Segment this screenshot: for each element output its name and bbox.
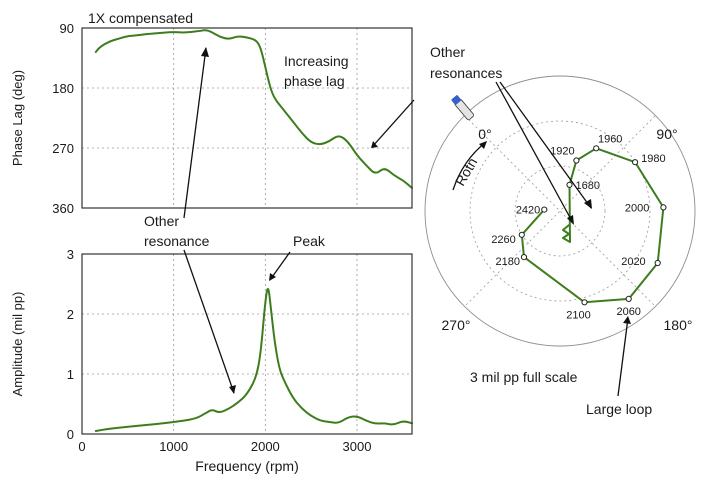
polar-angle-label: 0° — [478, 126, 491, 142]
other-resonance-lower-arrowhead — [229, 385, 236, 394]
polar-ring-2 — [469, 120, 651, 302]
increasing-phase-lag-annotation-line2: phase lag — [284, 73, 345, 89]
polar-point-2180 — [520, 254, 528, 261]
polar-plot-panel: 0° 90° 180° 270° 1680 1920 1960 1980 2000 2020 20… — [424, 44, 696, 417]
polar-point-label-1980: 1980 — [641, 153, 665, 165]
amplitude-y-tick-label: 2 — [67, 307, 74, 322]
increasing-phase-lag-arrowhead — [371, 141, 378, 148]
phase-y-ticks: 90 180 270 360 — [52, 21, 74, 216]
polar-point-1980 — [632, 159, 639, 166]
amplitude-x-ticks: 0 1000 2000 3000 — [78, 439, 371, 454]
polar-point-label-2020: 2020 — [621, 256, 645, 268]
polar-point-label-1920: 1920 — [550, 146, 574, 158]
phase-y-tick-label: 180 — [52, 81, 74, 96]
polar-response-line — [520, 147, 665, 304]
polar-response-points: 1680 1920 1960 1980 2000 2020 2060 2100 2180 2260… — [491, 133, 667, 321]
rotation-arrowhead — [479, 141, 487, 149]
phase-y-axis-label: Phase Lag (deg) — [10, 70, 25, 166]
polar-point-1920 — [573, 157, 580, 164]
polar-point-label-2420: 2420 — [516, 205, 540, 217]
amplitude-x-tick-label: 1000 — [159, 439, 188, 454]
polar-point-label-2260: 2260 — [491, 234, 515, 246]
polar-outer-circle — [424, 75, 696, 347]
polar-point-2000 — [660, 204, 667, 211]
polar-angle-labels: 0° 90° 180° 270° — [442, 126, 693, 333]
polar-angle-label: 270° — [442, 317, 471, 333]
other-resonances-annotation-line2: resonances — [430, 65, 502, 81]
polar-point-2420 — [541, 206, 548, 213]
increasing-phase-lag-arrow — [371, 99, 415, 148]
polar-point-label-2100: 2100 — [566, 309, 590, 321]
amplitude-gridlines — [82, 254, 412, 434]
amplitude-y-tick-label: 3 — [67, 247, 74, 262]
phase-plot-frame — [81, 27, 413, 209]
large-loop-arrow — [617, 317, 629, 397]
phase-gridlines — [82, 28, 412, 208]
amplitude-panel: 0 1000 2000 3000 0 1 2 3 Amplitude (mil pp) Fr… — [10, 233, 413, 474]
other-resonances-arrow-a — [495, 81, 574, 224]
other-resonance-upper-arrowhead — [201, 47, 209, 57]
peak-annotation: Peak — [293, 233, 326, 249]
phase-y-tick-label: 270 — [52, 141, 74, 156]
other-resonance-annotation-line1: Other — [144, 213, 179, 229]
phase-y-tick-label: 360 — [52, 201, 74, 216]
amplitude-x-tick-label: 3000 — [343, 439, 372, 454]
amplitude-y-tick-label: 0 — [67, 427, 74, 442]
phase-y-tick-label: 90 — [60, 21, 74, 36]
polar-point-label-2180: 2180 — [496, 256, 520, 268]
other-resonances-arrow-b — [499, 81, 592, 209]
peak-arrowhead — [269, 273, 276, 281]
other-resonances-arrowhead-a — [567, 215, 574, 225]
frequency-x-axis-label: Frequency (rpm) — [195, 458, 298, 474]
polar-point-label-1680: 1680 — [576, 180, 600, 192]
phase-series-label: 1X compensated — [88, 10, 193, 26]
other-resonance-annotation-line2: resonance — [144, 233, 210, 249]
phase-lag-series-line — [94, 29, 413, 189]
phase-lag-panel: 90 180 270 360 Phase Lag (deg) 1X compensat… — [10, 10, 415, 249]
other-resonance-upper-arrow — [183, 47, 207, 219]
other-resonance-lower-arrow — [183, 249, 235, 394]
amplitude-y-ticks: 0 1 2 3 — [67, 247, 74, 442]
amplitude-y-axis-label: Amplitude (mil pp) — [10, 292, 25, 397]
polar-point-2020 — [654, 259, 661, 267]
polar-point-2100 — [581, 299, 588, 306]
polar-angle-label: 90° — [656, 126, 677, 142]
polar-point-1680 — [566, 181, 573, 188]
polar-point-1960 — [593, 145, 600, 152]
polar-angle-label: 180° — [664, 317, 693, 333]
amplitude-x-tick-label: 0 — [78, 439, 85, 454]
polar-point-label-2000: 2000 — [625, 202, 649, 214]
other-resonances-arrowhead-b — [584, 199, 592, 209]
polar-point-label-1960: 1960 — [598, 133, 622, 145]
polar-point-label-2060: 2060 — [616, 306, 640, 318]
probe-icon — [451, 95, 475, 121]
polar-point-2060 — [625, 295, 632, 302]
increasing-phase-lag-annotation-line1: Increasing — [284, 53, 349, 69]
polar-scale-label: 3 mil pp full scale — [470, 369, 578, 385]
amplitude-y-tick-label: 1 — [67, 367, 74, 382]
polar-point-2260 — [518, 231, 525, 238]
large-loop-arrowhead — [623, 316, 631, 324]
large-loop-annotation: Large loop — [586, 401, 652, 417]
other-resonances-annotation-line1: Other — [430, 44, 465, 60]
amplitude-plot-frame — [81, 253, 413, 435]
amplitude-x-tick-label: 2000 — [251, 439, 280, 454]
amplitude-series-line — [94, 287, 413, 432]
